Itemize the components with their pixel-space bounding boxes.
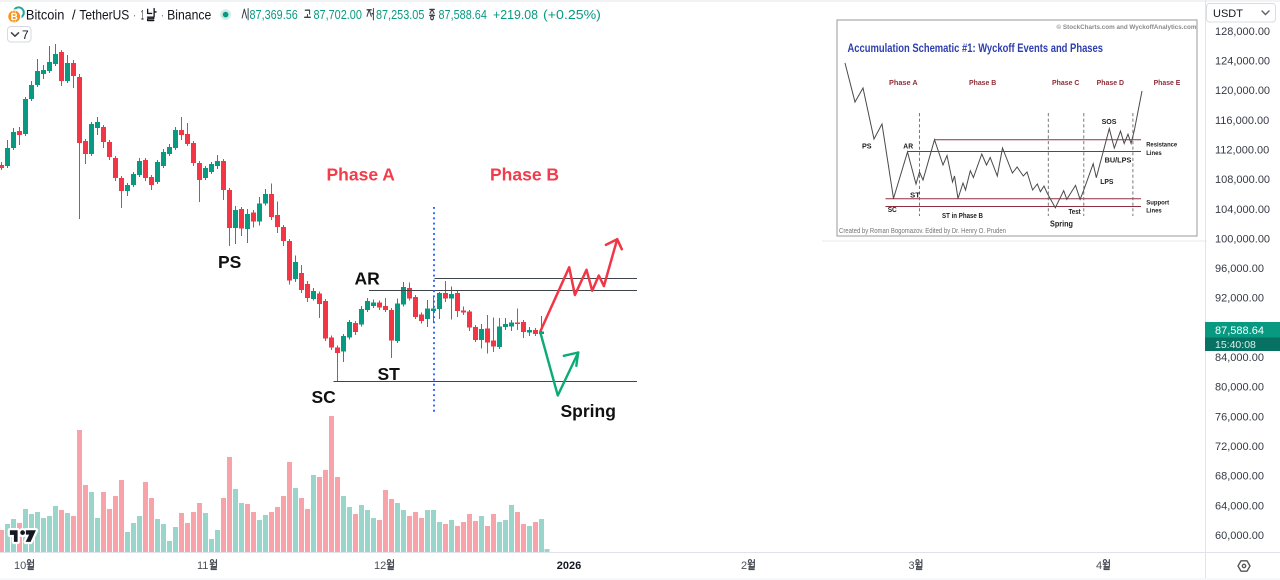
svg-text:92,000.00: 92,000.00	[1215, 293, 1264, 305]
svg-text:10: 10	[14, 560, 26, 572]
svg-text:ST in Phase B: ST in Phase B	[942, 213, 983, 220]
svg-text:TetherUS: TetherUS	[79, 7, 129, 22]
svg-text:Created by Roman Bogomazov. Ed: Created by Roman Bogomazov. Edited by Dr…	[839, 228, 1006, 235]
svg-text:Phase C: Phase C	[1052, 78, 1080, 87]
svg-text:ST: ST	[910, 193, 921, 200]
svg-text:2: 2	[741, 560, 747, 572]
svg-text:120,000.00: 120,000.00	[1215, 85, 1270, 97]
svg-text:112,000.00: 112,000.00	[1215, 145, 1269, 157]
svg-text:2026: 2026	[557, 560, 581, 572]
svg-text:/: /	[72, 7, 76, 22]
svg-text:96,000.00: 96,000.00	[1215, 263, 1264, 275]
svg-text:Resistance: Resistance	[1146, 142, 1177, 149]
svg-text:124,000.00: 124,000.00	[1215, 56, 1270, 68]
svg-text:76,000.00: 76,000.00	[1215, 411, 1264, 423]
svg-text:ST: ST	[378, 364, 401, 384]
svg-text:Spring: Spring	[1050, 219, 1073, 228]
svg-text:Phase A: Phase A	[327, 165, 396, 185]
svg-text:1: 1	[141, 7, 144, 22]
svg-text:Phase E: Phase E	[1154, 78, 1181, 87]
svg-text:11: 11	[197, 560, 208, 572]
svg-text:+219.08: +219.08	[493, 8, 538, 22]
svg-text:Bitcoin: Bitcoin	[26, 7, 65, 22]
svg-text:72,000.00: 72,000.00	[1215, 441, 1264, 453]
svg-text:AR: AR	[355, 269, 381, 289]
svg-text:Lines: Lines	[1146, 150, 1162, 157]
svg-text:15:40:08: 15:40:08	[1215, 339, 1256, 351]
svg-text:LPS: LPS	[1100, 179, 1114, 186]
svg-text:108,000.00: 108,000.00	[1215, 174, 1270, 186]
svg-text:Phase B: Phase B	[490, 165, 559, 185]
svg-text:SC: SC	[888, 207, 897, 214]
svg-text:B: B	[11, 12, 18, 23]
svg-text:80,000.00: 80,000.00	[1215, 382, 1264, 394]
svg-text:Phase B: Phase B	[969, 78, 997, 87]
svg-text:·: ·	[162, 7, 164, 22]
svg-text:Support: Support	[1146, 200, 1170, 207]
svg-text:Accumulation Schematic #1: Wyc: Accumulation Schematic #1: Wyckoff Event…	[848, 41, 1104, 55]
svg-text:SC: SC	[312, 387, 337, 407]
svg-text:·: ·	[134, 7, 136, 22]
svg-text:SOS: SOS	[1102, 119, 1117, 126]
svg-text:© StockCharts.com and WyckoffA: © StockCharts.com and WyckoffAnalytics.c…	[1057, 23, 1197, 31]
svg-text:PS: PS	[218, 252, 241, 272]
svg-text:116,000.00: 116,000.00	[1215, 115, 1269, 127]
svg-text:AR: AR	[903, 144, 913, 151]
svg-text:USDT: USDT	[1213, 8, 1243, 20]
svg-text:64,000.00: 64,000.00	[1215, 500, 1264, 512]
svg-text:87,588.64: 87,588.64	[1215, 325, 1264, 337]
svg-text:12: 12	[374, 560, 386, 572]
svg-text:84,000.00: 84,000.00	[1215, 352, 1264, 364]
svg-text:104,000.00: 104,000.00	[1215, 204, 1270, 216]
svg-text:60,000.00: 60,000.00	[1215, 530, 1264, 542]
svg-text:Phase A: Phase A	[889, 78, 918, 87]
svg-text:Phase D: Phase D	[1097, 78, 1125, 87]
svg-text:87,588.64: 87,588.64	[439, 8, 487, 22]
svg-text:(+0.25%): (+0.25%)	[543, 8, 601, 22]
svg-text:Test: Test	[1069, 209, 1082, 216]
svg-text:PS: PS	[862, 144, 872, 151]
svg-text:128,000.00: 128,000.00	[1215, 26, 1270, 38]
svg-text:3: 3	[909, 560, 915, 572]
svg-text:4: 4	[1096, 560, 1102, 572]
svg-text:87,253.05: 87,253.05	[376, 8, 424, 22]
svg-text:87,702.00: 87,702.00	[314, 8, 362, 22]
svg-text:7: 7	[22, 28, 29, 42]
svg-text:100,000.00: 100,000.00	[1215, 233, 1270, 245]
svg-text:Binance: Binance	[167, 7, 211, 22]
svg-text:68,000.00: 68,000.00	[1215, 471, 1264, 483]
svg-text:BU/LPS: BU/LPS	[1105, 157, 1132, 164]
svg-text:Lines: Lines	[1146, 208, 1162, 215]
svg-text:87,369.56: 87,369.56	[250, 8, 298, 22]
svg-text:Spring: Spring	[561, 401, 616, 421]
